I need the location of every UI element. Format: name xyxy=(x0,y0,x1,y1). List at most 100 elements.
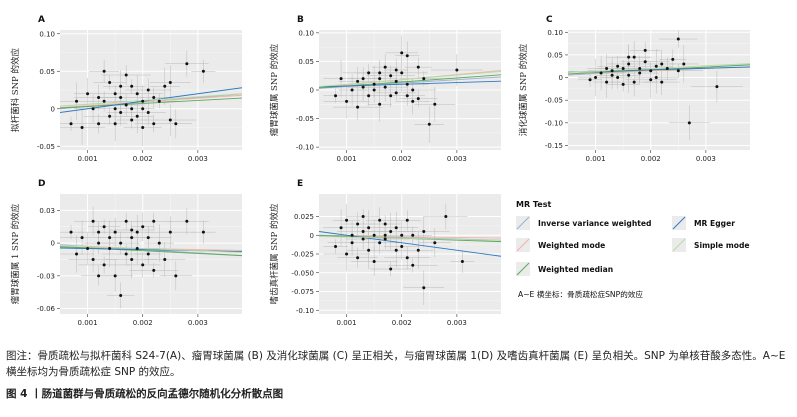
data-point xyxy=(108,236,112,240)
y-axis-label: 嗜齿真杆菌属 SNP 的效应 xyxy=(269,203,280,304)
data-point xyxy=(621,66,625,70)
data-point xyxy=(422,77,426,81)
data-point xyxy=(356,79,360,83)
data-point xyxy=(638,71,642,75)
data-point xyxy=(168,81,172,84)
data-point xyxy=(102,225,106,229)
data-point xyxy=(86,247,90,251)
legend-label-simple-mode: Simple mode xyxy=(694,240,750,250)
data-point xyxy=(660,62,664,66)
data-point xyxy=(372,260,376,263)
y-tick-label: -0.10 xyxy=(296,144,314,152)
data-point xyxy=(141,225,145,229)
data-point xyxy=(649,78,653,82)
x-tick-label: 0.002 xyxy=(133,319,153,327)
x-tick-label: 0.001 xyxy=(78,319,98,327)
chart-c-svg: C 0.001 0.002 0.003 -0.15 -0.10 -0.05 0 0.05 0.10… xyxy=(518,15,750,163)
x-tick-label: 0.003 xyxy=(188,155,208,163)
x-tick-label: 0.001 xyxy=(337,155,357,163)
data-point xyxy=(654,76,658,80)
data-point xyxy=(383,233,387,237)
data-point xyxy=(141,99,145,103)
regression-line-simple-mode xyxy=(568,63,750,74)
data-point xyxy=(69,122,73,126)
data-point xyxy=(80,236,84,240)
data-point xyxy=(108,247,112,251)
data-point xyxy=(361,85,365,89)
data-point xyxy=(383,65,387,69)
data-point xyxy=(389,267,393,271)
y-tick-label: -0.075 xyxy=(291,288,314,296)
data-point xyxy=(350,241,354,245)
data-point xyxy=(632,55,636,59)
data-point xyxy=(616,76,620,80)
data-point xyxy=(627,73,631,77)
legend-note: A~E 横坐标：骨质疏松症SNP的效应 xyxy=(518,290,643,299)
regression-line-weighted-median xyxy=(60,97,242,109)
data-point xyxy=(350,88,354,92)
data-point xyxy=(141,126,145,129)
data-point xyxy=(389,94,393,98)
legend-key-mr-egger xyxy=(672,216,686,230)
regression-line-mr-egger xyxy=(60,87,242,113)
data-point xyxy=(367,94,371,98)
data-point xyxy=(97,230,101,234)
panel-label-d: D xyxy=(38,179,45,189)
data-point xyxy=(676,37,680,41)
data-point xyxy=(97,274,101,278)
data-point xyxy=(69,230,73,234)
legend-label-ivw: Inverse variance weighted xyxy=(538,218,652,228)
y-tick-label: -0.05 xyxy=(296,115,314,123)
data-point xyxy=(174,274,178,278)
x-tick-label: 0.002 xyxy=(641,155,661,163)
data-point xyxy=(97,96,101,99)
plot-area xyxy=(60,50,242,147)
regression-line-weighted-median xyxy=(60,246,242,257)
y-tick-label: 0 xyxy=(310,87,314,95)
data-point xyxy=(682,62,686,66)
data-point xyxy=(185,62,189,66)
data-point xyxy=(405,54,409,58)
data-point xyxy=(372,88,376,92)
legend-item-weighted-mode: Weighted mode xyxy=(516,238,605,252)
data-point xyxy=(411,263,415,267)
data-point xyxy=(345,252,349,256)
data-point xyxy=(599,71,603,75)
data-point xyxy=(350,233,354,237)
data-point xyxy=(75,99,79,103)
data-point xyxy=(97,241,101,245)
data-point xyxy=(163,257,167,261)
data-point xyxy=(334,245,338,248)
data-point xyxy=(433,102,437,106)
data-point xyxy=(339,77,343,81)
data-point xyxy=(97,122,101,126)
data-point xyxy=(588,78,592,82)
data-point xyxy=(124,73,128,77)
data-point xyxy=(124,252,128,256)
x-tick-label: 0.003 xyxy=(447,155,467,163)
y-tick-label: -0.10 xyxy=(545,119,563,127)
x-tick-label: 0.001 xyxy=(337,319,357,327)
data-point xyxy=(91,107,95,111)
legend-label-mr-egger: MR Egger xyxy=(694,218,736,228)
data-point xyxy=(135,230,139,234)
data-point xyxy=(146,111,150,114)
data-point xyxy=(427,122,431,126)
data-point xyxy=(405,218,409,222)
y-axis-label: 瘤胃球菌属 1 SNP 的效应 xyxy=(10,203,21,304)
data-point xyxy=(185,219,189,223)
data-point xyxy=(141,107,145,111)
x-tick-label: 0.002 xyxy=(133,155,153,163)
data-point xyxy=(715,85,719,89)
data-point xyxy=(411,99,415,103)
scatter-panel-b: B 0.001 0.002 0.003 -0.10 -0.05 0 0.05 0.10 瘤胃球菌属… xyxy=(263,10,515,170)
x-tick-label: 0.003 xyxy=(188,319,208,327)
data-point xyxy=(356,105,360,109)
data-point xyxy=(345,218,349,222)
data-point xyxy=(146,236,150,240)
data-point xyxy=(416,248,420,252)
data-point xyxy=(632,80,636,84)
data-point xyxy=(638,66,642,70)
data-point xyxy=(594,76,598,80)
data-point xyxy=(372,82,376,86)
